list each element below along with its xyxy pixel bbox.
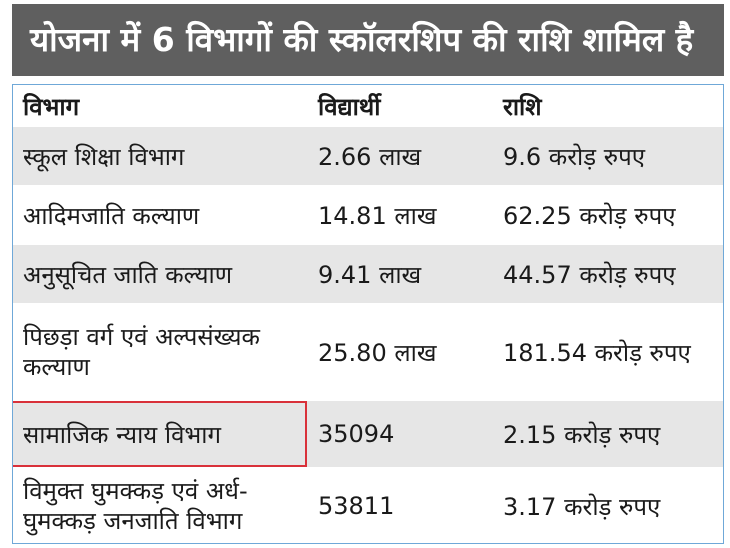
amount-cell: 181.54 करोड़ रुपए: [503, 338, 691, 367]
department-line-1: विमुक्त घुमक्कड़ एवं अर्ध-: [23, 477, 248, 505]
amount-cell: 3.17 करोड़ रुपए: [503, 492, 661, 521]
department-cell: आदिमजाति कल्याण: [23, 201, 200, 230]
table-row: सामाजिक न्याय विभाग 35094 2.15 करोड़ रुप…: [13, 401, 723, 467]
department-cell: स्कूल शिक्षा विभाग: [23, 142, 185, 171]
department-line-1: पिछड़ा वर्ग एवं अल्पसंख्यक: [23, 323, 260, 351]
table-row: विमुक्त घुमक्कड़ एवं अर्ध- घुमक्कड़ जनजा…: [13, 467, 723, 543]
table-row: पिछड़ा वर्ग एवं अल्पसंख्यक कल्याण 25.80 …: [13, 303, 723, 401]
department-line-2: घुमक्कड़ जनजाति विभाग: [23, 507, 243, 535]
amount-cell: 62.25 करोड़ रुपए: [503, 201, 676, 230]
amount-cell: 9.6 करोड़ रुपए: [503, 142, 645, 171]
page-title: योजना में 6 विभागों की स्कॉलरशिप की राशि…: [12, 4, 724, 76]
table-row: अनुसूचित जाति कल्याण 9.41 लाख 44.57 करोड…: [13, 245, 723, 303]
table-row: आदिमजाति कल्याण 14.81 लाख 62.25 करोड़ रु…: [13, 185, 723, 245]
students-cell: 25.80 लाख: [318, 338, 437, 367]
department-cell: पिछड़ा वर्ग एवं अल्पसंख्यक कल्याण: [23, 303, 313, 401]
students-cell: 9.41 लाख: [318, 260, 422, 289]
department-cell: अनुसूचित जाति कल्याण: [23, 260, 233, 289]
department-line-2: कल्याण: [23, 353, 90, 381]
students-cell: 14.81 लाख: [318, 201, 437, 230]
table-header-row: विभाग विद्यार्थी राशि: [13, 85, 723, 127]
table-row: स्कूल शिक्षा विभाग 2.66 लाख 9.6 करोड़ रु…: [13, 127, 723, 185]
scholarship-table: विभाग विद्यार्थी राशि स्कूल शिक्षा विभाग…: [12, 84, 724, 544]
students-cell: 2.66 लाख: [318, 142, 422, 171]
header-students: विद्यार्थी: [318, 92, 381, 121]
students-cell: 53811: [318, 492, 395, 520]
department-cell: सामाजिक न्याय विभाग: [23, 420, 222, 449]
header-department: विभाग: [23, 92, 80, 121]
students-cell: 35094: [318, 420, 395, 448]
amount-cell: 44.57 करोड़ रुपए: [503, 260, 676, 289]
header-amount: राशि: [503, 92, 542, 121]
department-cell: विमुक्त घुमक्कड़ एवं अर्ध- घुमक्कड़ जनजा…: [23, 467, 313, 543]
highlight-box: [13, 401, 307, 467]
amount-cell: 2.15 करोड़ रुपए: [503, 420, 661, 449]
